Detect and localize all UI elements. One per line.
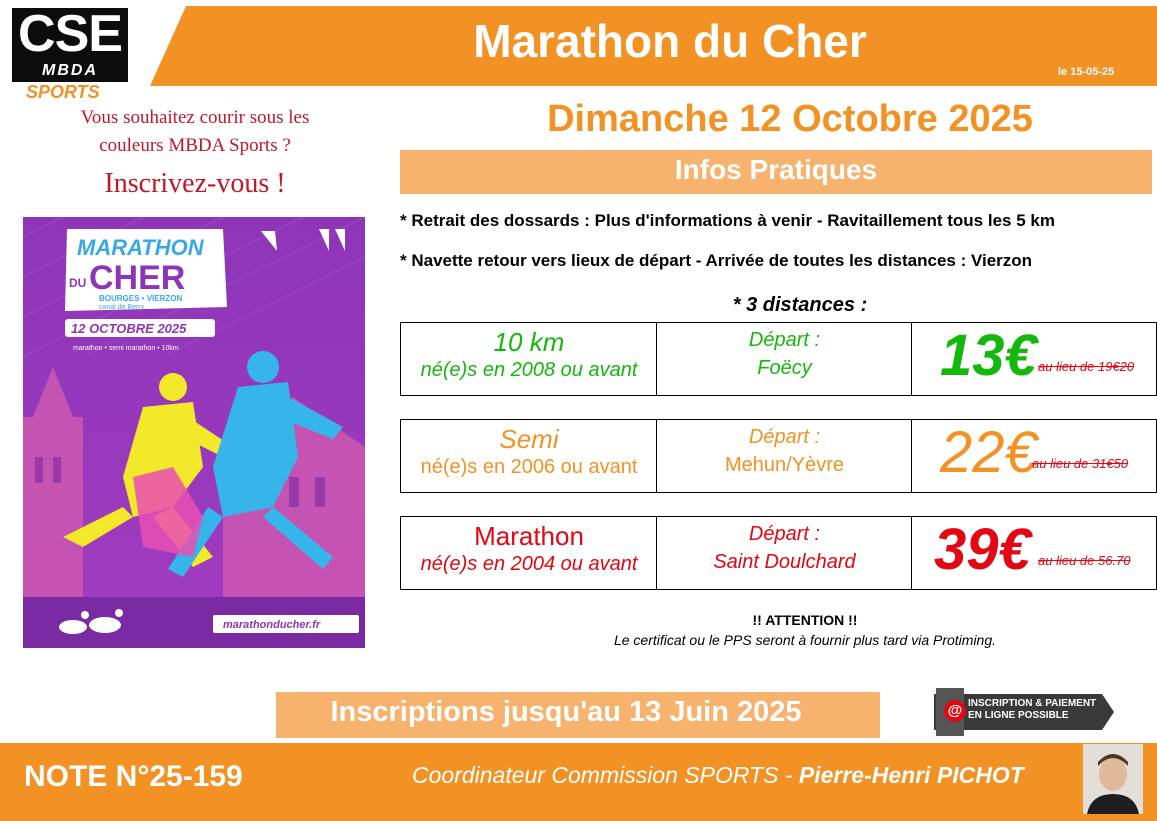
event-date: Dimanche 12 Octobre 2025 <box>547 98 1033 140</box>
infos-banner <box>400 150 1152 194</box>
logo-sub-text: MBDA <box>42 62 98 79</box>
online-payment-text: INSCRIPTION & PAIEMENT EN LIGNE POSSIBLE <box>968 698 1108 722</box>
at-sign-icon: @ <box>944 700 966 722</box>
depart-label: Départ : <box>748 426 821 448</box>
race-old-price: au lieu de 31€50 <box>1032 456 1129 471</box>
cse-logo <box>12 8 128 82</box>
race-depart-cell: Départ : Saint Doulchard <box>657 517 912 589</box>
payment-line-2: EN LIGNE POSSIBLE <box>968 710 1069 721</box>
race-price-cell: 13€ au lieu de 19€20 <box>912 323 1156 395</box>
depart-label: Départ : <box>748 523 821 545</box>
race-price: 22€ <box>940 420 1037 485</box>
depart-place: Foëcy <box>757 357 812 379</box>
race-price: 13€ <box>940 323 1037 388</box>
header-banner <box>150 6 1157 86</box>
depart-label: Départ : <box>748 329 821 351</box>
poster-artwork: MARATHON CHER DU BOURGES • VIERZON canal… <box>23 217 365 648</box>
poster-route: BOURGES • VIERZON <box>99 294 182 303</box>
note-date: le 15-05-25 <box>1058 66 1115 78</box>
registration-deadline: Inscriptions jusqu'au 13 Juin 2025 <box>330 696 802 728</box>
race-info-cell: Marathon né(e)s en 2004 ou avant <box>401 517 657 589</box>
question-line-1: Vous souhaitez courir sous les <box>80 107 310 128</box>
race-birth: né(e)s en 2008 ou avant <box>420 359 638 381</box>
info-line-2: * Navette retour vers lieux de départ - … <box>400 251 1033 270</box>
certificate-note: Le certificat ou le PPS seront à fournir… <box>613 632 997 648</box>
poster-formats: marathon • semi marathon • 10km <box>73 345 179 352</box>
poster-title-bottom: CHER <box>89 259 185 297</box>
infos-title: Infos Pratiques <box>674 154 878 185</box>
race-old-price: au lieu de 19€20 <box>1038 359 1135 374</box>
event-poster: MARATHON CHER DU BOURGES • VIERZON canal… <box>23 217 365 648</box>
race-depart-cell: Départ : Mehun/Yèvre <box>657 420 912 492</box>
coordinator-name: Pierre-Henri PICHOT <box>798 762 1024 788</box>
question-line-2: couleurs MBDA Sports ? <box>99 135 291 156</box>
registration-banner <box>276 692 880 738</box>
race-row-10km: 10 km né(e)s en 2008 ou avant Départ : F… <box>400 322 1157 396</box>
race-info-cell: Semi né(e)s en 2006 ou avant <box>401 420 657 492</box>
header-notch <box>150 6 186 86</box>
race-price: 39€ <box>934 517 1031 582</box>
depart-place: Saint Doulchard <box>713 551 856 573</box>
payment-line-1: INSCRIPTION & PAIEMENT <box>968 698 1097 709</box>
footer-band <box>0 743 1157 821</box>
race-row-marathon: Marathon né(e)s en 2004 ou avant Départ … <box>400 516 1157 590</box>
race-old-price: au lieu de 56.70 <box>1038 553 1131 568</box>
race-row-semi: Semi né(e)s en 2006 ou avant Départ : Me… <box>400 419 1157 493</box>
race-name: Semi <box>499 424 559 454</box>
race-name: 10 km <box>493 327 565 357</box>
poster-title-top: MARATHON <box>77 235 205 260</box>
info-line-1: * Retrait des dossards : Plus d'informat… <box>400 211 1055 230</box>
invitation-question: Vous souhaitez courir sous les couleurs … <box>30 104 360 160</box>
race-birth: né(e)s en 2004 ou avant <box>420 553 638 575</box>
avatar <box>1083 744 1143 814</box>
race-birth: né(e)s en 2006 ou avant <box>420 456 638 478</box>
race-depart-cell: Départ : Foëcy <box>657 323 912 395</box>
attention-heading: !! ATTENTION !! <box>752 612 858 628</box>
logo-sports-text: SPORTS <box>26 82 100 102</box>
poster-canal: canal de Berry <box>99 304 145 311</box>
note-number: NOTE N°25-159 <box>24 760 243 793</box>
logo-main-text: CSE <box>18 5 123 63</box>
coordinator-line: Coordinateur Commission SPORTS - Pierre-… <box>412 762 1024 789</box>
page-title: Marathon du Cher <box>473 15 867 67</box>
race-name: Marathon <box>474 521 584 551</box>
poster-title-du: DU <box>69 276 86 290</box>
depart-place: Mehun/Yèvre <box>725 454 844 476</box>
race-price-cell: 22€ au lieu de 31€50 <box>912 420 1156 492</box>
poster-date: 12 OCTOBRE 2025 <box>71 321 187 336</box>
signup-call-to-action: Inscrivez-vous ! <box>104 168 286 199</box>
distances-title: * 3 distances : <box>732 294 868 316</box>
poster-site: marathonducher.fr <box>223 619 321 631</box>
race-info-cell: 10 km né(e)s en 2008 ou avant <box>401 323 657 395</box>
race-price-cell: 39€ au lieu de 56.70 <box>912 517 1156 589</box>
coordinator-role: Coordinateur Commission SPORTS - <box>412 762 799 788</box>
